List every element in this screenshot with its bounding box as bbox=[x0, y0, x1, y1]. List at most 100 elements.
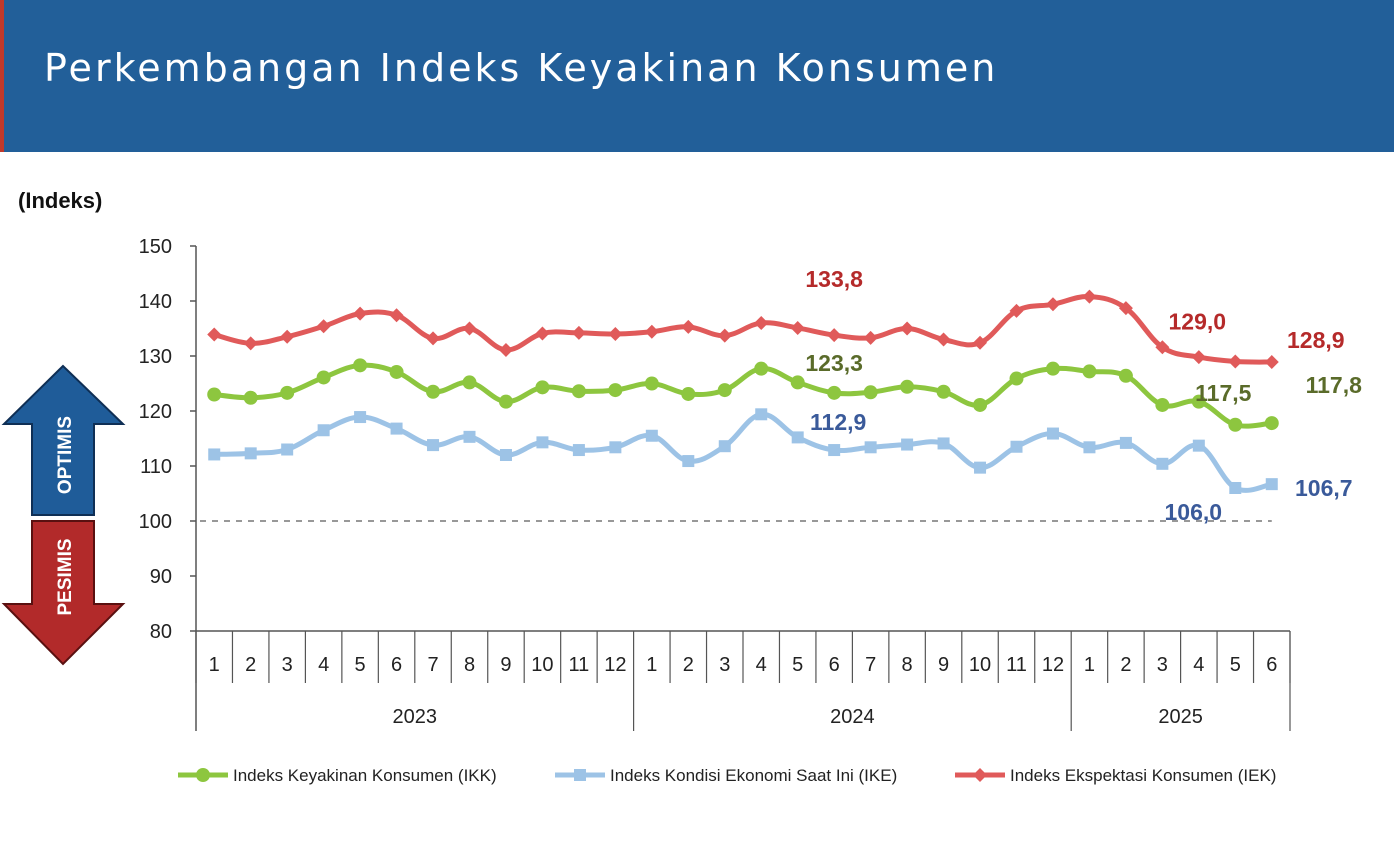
data-point bbox=[974, 461, 987, 474]
x-tick-label: 8 bbox=[464, 654, 475, 676]
data-point bbox=[243, 390, 258, 405]
optimis-label: OPTIMIS bbox=[55, 416, 76, 494]
data-point bbox=[1010, 440, 1023, 453]
series-layer bbox=[207, 289, 1279, 494]
data-point bbox=[863, 385, 878, 400]
data-point bbox=[389, 308, 404, 323]
data-point bbox=[1156, 457, 1169, 470]
x-tick-label: 5 bbox=[1230, 654, 1241, 676]
y-tick-label: 120 bbox=[139, 401, 172, 423]
data-point bbox=[1229, 482, 1242, 494]
x-tick-label: 12 bbox=[604, 654, 626, 676]
data-point bbox=[755, 408, 768, 421]
data-point bbox=[1083, 441, 1096, 454]
data-point bbox=[790, 375, 805, 390]
data-point bbox=[1119, 436, 1132, 449]
data-point bbox=[682, 455, 695, 468]
y-tick-label: 140 bbox=[139, 291, 172, 313]
x-tick-label: 6 bbox=[829, 654, 840, 676]
data-point bbox=[936, 384, 951, 399]
data-point bbox=[900, 321, 915, 336]
pesimis-arrow bbox=[1, 520, 126, 666]
data-point bbox=[499, 449, 512, 461]
data-point bbox=[281, 443, 294, 456]
data-point bbox=[1192, 439, 1205, 452]
data-point bbox=[1228, 354, 1243, 369]
legend-item: Indeks Ekspektasi Konsumen (IEK) bbox=[955, 766, 1276, 785]
data-point bbox=[827, 385, 842, 400]
data-point bbox=[280, 329, 295, 344]
y-tick-label: 130 bbox=[139, 346, 172, 368]
page-title: Perkembangan Indeks Keyakinan Konsumen bbox=[44, 46, 999, 90]
data-label: 128,9 bbox=[1287, 327, 1345, 353]
data-point bbox=[390, 422, 403, 435]
data-point bbox=[681, 386, 696, 401]
data-point bbox=[900, 379, 915, 394]
data-point bbox=[317, 424, 330, 437]
data-point bbox=[498, 394, 513, 409]
series-ike-line bbox=[214, 411, 1273, 493]
data-point bbox=[535, 380, 550, 395]
data-point bbox=[1082, 364, 1097, 379]
data-point bbox=[1228, 417, 1243, 432]
x-tick-label: 4 bbox=[1193, 654, 1204, 676]
data-point bbox=[644, 324, 659, 339]
data-point bbox=[196, 768, 210, 782]
data-point bbox=[864, 441, 877, 454]
data-point bbox=[1265, 478, 1278, 491]
data-point bbox=[244, 447, 257, 460]
data-point bbox=[1082, 289, 1097, 304]
x-tick-label: 3 bbox=[1157, 654, 1168, 676]
data-point bbox=[608, 383, 623, 398]
y-tick-label: 150 bbox=[139, 236, 172, 258]
data-label: 106,7 bbox=[1295, 475, 1353, 501]
x-tick-label: 3 bbox=[719, 654, 730, 676]
x-tick-label: 8 bbox=[902, 654, 913, 676]
data-point bbox=[1009, 303, 1024, 318]
data-point bbox=[608, 327, 623, 341]
data-point bbox=[1009, 371, 1024, 386]
data-point bbox=[571, 384, 586, 399]
data-point bbox=[462, 375, 477, 390]
legend-item: Indeks Kondisi Ekonomi Saat Ini (IKE) bbox=[555, 766, 897, 785]
data-point bbox=[1264, 416, 1279, 431]
data-point bbox=[1155, 340, 1170, 355]
data-point bbox=[827, 328, 842, 343]
y-tick-label: 110 bbox=[140, 456, 172, 478]
data-point bbox=[1046, 427, 1059, 440]
data-point bbox=[316, 370, 331, 385]
x-tick-label: 2 bbox=[1120, 654, 1131, 676]
data-labels: 133,8 123,3 112,9 129,0 128,9 117,5 117,8 106,0… bbox=[805, 266, 1362, 525]
header-accent-edge bbox=[0, 0, 4, 152]
data-point bbox=[609, 441, 622, 454]
y-tick-label: 80 bbox=[150, 621, 172, 643]
x-tick-label: 4 bbox=[318, 654, 329, 676]
y-tick-label: 90 bbox=[150, 566, 172, 588]
data-point bbox=[973, 335, 988, 350]
year-label: 2023 bbox=[393, 706, 438, 728]
data-point bbox=[572, 444, 585, 457]
line-chart: OPTIMIS PESIMIS (Indeks) 809010011012013… bbox=[1, 188, 1362, 785]
legend-label: Indeks Ekspektasi Konsumen (IEK) bbox=[1010, 766, 1276, 785]
data-point bbox=[1118, 301, 1133, 316]
data-point bbox=[901, 438, 914, 451]
data-point bbox=[681, 319, 696, 334]
data-point bbox=[1264, 355, 1279, 370]
data-point bbox=[1191, 394, 1206, 409]
data-point bbox=[718, 440, 731, 453]
x-tick-label: 1 bbox=[209, 654, 220, 676]
data-point bbox=[717, 328, 732, 343]
data-point bbox=[354, 411, 367, 424]
data-point bbox=[280, 385, 295, 400]
x-tick-label: 1 bbox=[646, 654, 657, 676]
data-point bbox=[645, 429, 658, 442]
legend-item: Indeks Keyakinan Konsumen (IKK) bbox=[178, 766, 497, 785]
data-point bbox=[243, 336, 258, 351]
data-point bbox=[207, 327, 222, 342]
x-tick-label: 7 bbox=[865, 654, 876, 676]
data-point bbox=[535, 326, 550, 341]
data-point bbox=[973, 768, 987, 782]
data-label: 133,8 bbox=[805, 266, 863, 292]
series-ike bbox=[208, 408, 1278, 494]
